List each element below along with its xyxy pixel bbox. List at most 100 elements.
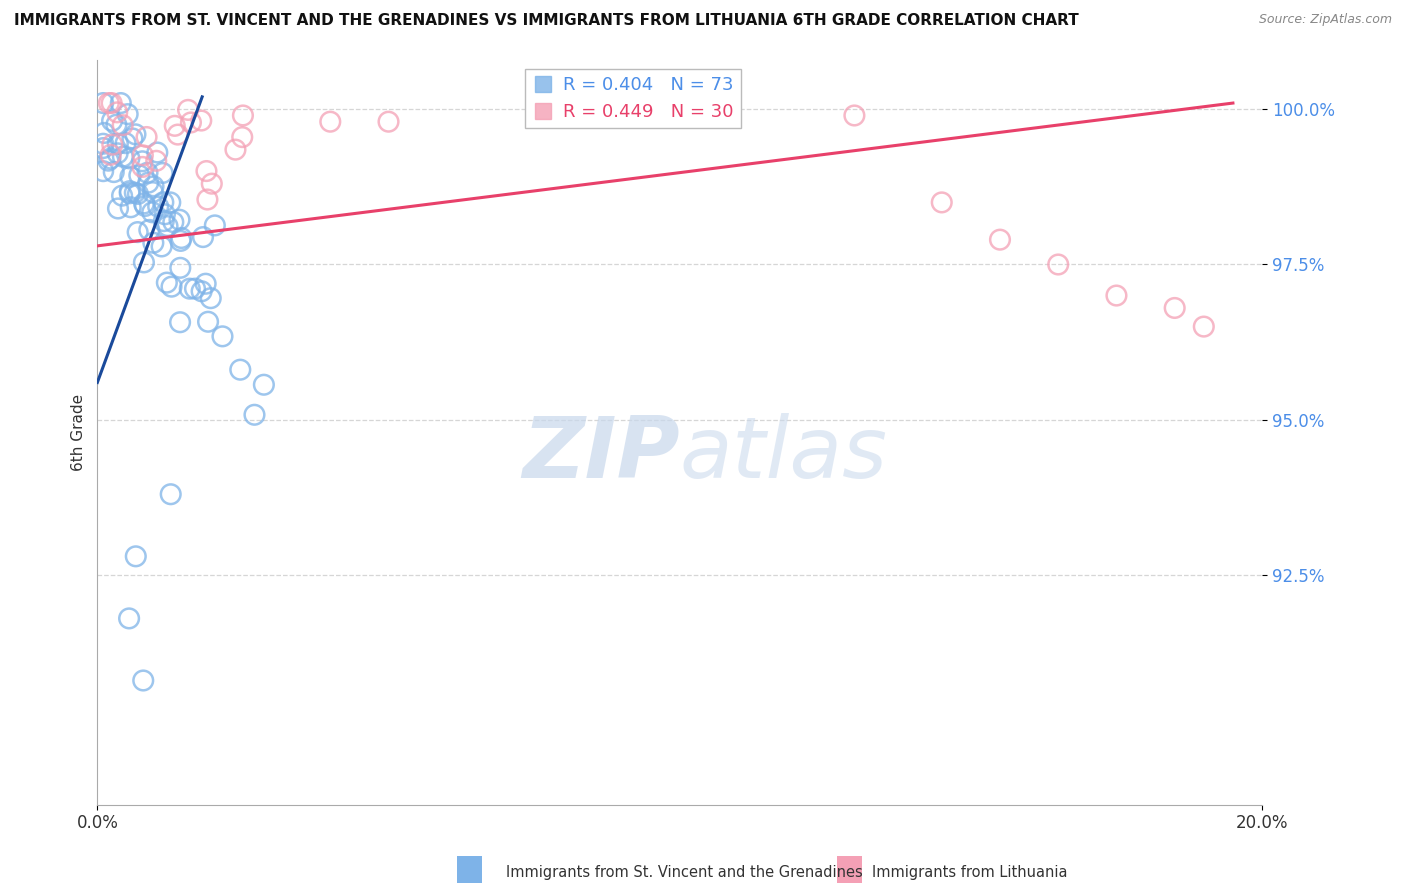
Point — [204, 219, 226, 233]
Point — [141, 205, 163, 219]
Point — [156, 219, 179, 233]
Point — [118, 186, 141, 201]
Point — [162, 215, 184, 229]
Point — [195, 164, 218, 178]
Text: Source: ZipAtlas.com: Source: ZipAtlas.com — [1258, 13, 1392, 27]
Point — [127, 225, 149, 239]
Point — [124, 128, 146, 142]
Point — [180, 115, 202, 129]
Point — [184, 282, 207, 296]
Point — [107, 202, 129, 216]
Point — [100, 96, 122, 111]
Point — [146, 145, 169, 160]
Point — [159, 487, 181, 501]
Point — [132, 673, 155, 688]
Point — [136, 176, 159, 190]
Point — [169, 260, 191, 275]
Point — [170, 231, 193, 245]
Point — [120, 200, 142, 214]
Point — [135, 130, 157, 145]
Point — [1192, 319, 1215, 334]
Point — [111, 118, 134, 132]
Point — [931, 195, 953, 210]
Point — [111, 188, 134, 202]
Text: Immigrants from St. Vincent and the Grenadines: Immigrants from St. Vincent and the Gren… — [506, 865, 863, 880]
Point — [138, 223, 160, 237]
Point — [142, 179, 165, 194]
Point — [142, 235, 165, 250]
Point — [201, 177, 224, 191]
Point — [132, 255, 155, 269]
Point — [91, 164, 114, 178]
Point — [107, 146, 129, 161]
Point — [127, 186, 149, 201]
Point — [124, 186, 146, 200]
Point — [377, 114, 399, 128]
Point — [243, 408, 266, 422]
Legend: R = 0.404   N = 73, R = 0.449   N = 30: R = 0.404 N = 73, R = 0.449 N = 30 — [526, 69, 741, 128]
Point — [100, 152, 122, 166]
Point — [177, 103, 200, 117]
Point — [194, 277, 217, 291]
Point — [134, 199, 156, 213]
Point — [197, 193, 219, 207]
Point — [117, 107, 139, 121]
Point — [128, 169, 150, 183]
Point — [132, 196, 155, 211]
Point — [91, 96, 114, 111]
Point — [145, 153, 167, 168]
Point — [118, 611, 141, 625]
Point — [125, 549, 148, 564]
Point — [156, 276, 179, 290]
Text: ZIP: ZIP — [522, 413, 679, 496]
Point — [163, 119, 186, 133]
Point — [191, 230, 214, 244]
Point — [211, 329, 233, 343]
Point — [131, 154, 153, 169]
Point — [159, 195, 181, 210]
Text: atlas: atlas — [679, 413, 887, 496]
Text: Immigrants from Lithuania: Immigrants from Lithuania — [872, 865, 1067, 880]
Point — [152, 195, 174, 210]
Point — [120, 169, 142, 184]
Point — [166, 128, 188, 142]
Point — [101, 137, 124, 152]
Point — [97, 153, 120, 168]
Point — [142, 185, 165, 199]
Point — [105, 105, 128, 120]
Point — [169, 212, 191, 227]
Point — [91, 141, 114, 155]
Point — [132, 148, 155, 162]
Point — [169, 315, 191, 329]
Point — [1047, 258, 1070, 272]
Point — [118, 152, 141, 166]
Point — [169, 234, 191, 248]
Point — [1163, 301, 1185, 315]
Point — [152, 166, 174, 180]
Point — [91, 136, 114, 151]
Point — [136, 166, 159, 180]
Point — [110, 96, 132, 111]
Point — [231, 130, 253, 145]
Point — [197, 315, 219, 329]
Point — [148, 200, 170, 214]
Point — [150, 239, 173, 253]
Point — [160, 279, 183, 293]
Point — [319, 114, 342, 128]
Y-axis label: 6th Grade: 6th Grade — [72, 393, 86, 471]
Point — [103, 165, 125, 179]
Point — [1105, 288, 1128, 302]
Point — [153, 207, 176, 221]
Point — [121, 131, 143, 145]
Point — [224, 143, 246, 157]
Text: IMMIGRANTS FROM ST. VINCENT AND THE GRENADINES VS IMMIGRANTS FROM LITHUANIA 6TH : IMMIGRANTS FROM ST. VINCENT AND THE GREN… — [14, 13, 1078, 29]
Point — [190, 285, 212, 299]
Point — [97, 96, 120, 111]
Point — [107, 136, 129, 151]
Point — [111, 150, 134, 164]
Point — [114, 136, 136, 150]
Point — [190, 113, 212, 128]
Point — [232, 108, 254, 122]
Point — [101, 113, 124, 128]
Point — [844, 108, 866, 122]
